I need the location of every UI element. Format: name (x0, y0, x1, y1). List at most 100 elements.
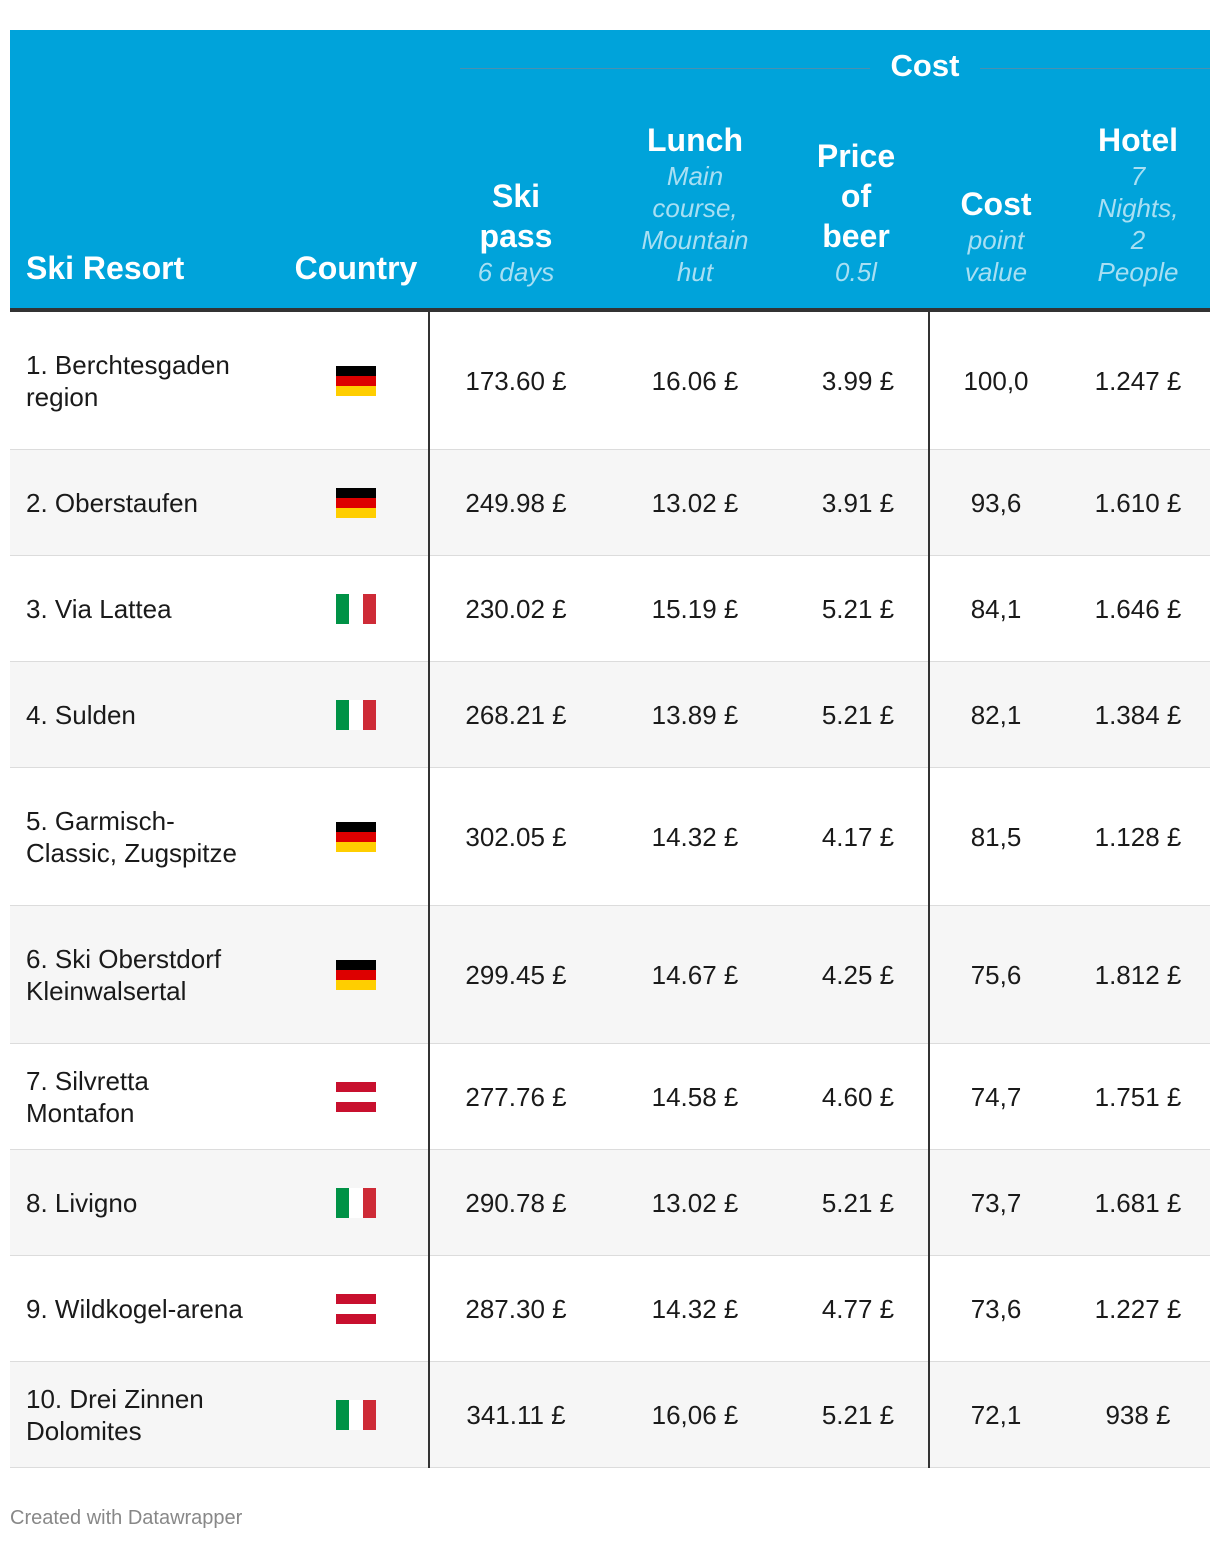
resort-cell-text: 7. Silvretta Montafon (26, 1065, 149, 1128)
table-row: 4. Sulden 268.21 £ 13.89 £ 5.21 £ 82,1 1.384 … (10, 662, 1210, 768)
country-cell (296, 450, 416, 555)
header-lunch-subtitle: Main course, Mountain hut (641, 161, 749, 287)
header-beer-title: Price of beer (816, 138, 896, 254)
ski-pass-cell-text: 277.76 £ (465, 1081, 567, 1112)
lunch-cell-text: 14.32 £ (651, 821, 739, 852)
beer-cell: 5.21 £ (788, 1150, 928, 1255)
lunch-cell: 13.02 £ (602, 450, 788, 555)
lunch-cell: 15.19 £ (602, 556, 788, 661)
hotel-cell: 1.681 £ (1080, 1150, 1196, 1255)
resort-cell: 1. Berchtesgaden region (26, 312, 256, 449)
table-body: 1. Berchtesgaden region 173.60 £ 16.06 £ 3.… (10, 312, 1210, 1468)
table-header: Cost Ski Resort Country Ski pass 6 days … (10, 30, 1210, 312)
ski-pass-cell: 287.30 £ (430, 1256, 602, 1361)
germany-flag-icon (336, 365, 376, 396)
beer-cell-text: 4.25 £ (821, 959, 895, 990)
ski-pass-cell-text: 341.11 £ (466, 1399, 566, 1430)
ski-pass-cell-text: 290.78 £ (465, 1187, 567, 1218)
points-cell-text: 73,7 (970, 1187, 1022, 1218)
lunch-cell: 14.32 £ (602, 768, 788, 905)
points-cell: 74,7 (930, 1044, 1062, 1149)
lunch-cell: 14.32 £ (602, 1256, 788, 1361)
hotel-cell-text: 1.751 £ (1094, 1081, 1182, 1112)
hotel-cell: 1.128 £ (1080, 768, 1196, 905)
ski-pass-cell-text: 230.02 £ (465, 593, 567, 624)
header-country-title: Country (294, 250, 418, 286)
table-row: 6. Ski Oberstdorf Kleinwalsertal 299.45 £… (10, 906, 1210, 1044)
header-lunch: Lunch Main course, Mountain hut (630, 120, 760, 288)
points-cell-text: 84,1 (970, 593, 1022, 624)
lunch-cell: 14.67 £ (602, 906, 788, 1043)
hotel-cell-text: 1.812 £ (1094, 959, 1182, 990)
ski-pass-cell-text: 268.21 £ (465, 699, 567, 730)
ski-pass-cell: 230.02 £ (430, 556, 602, 661)
beer-cell: 5.21 £ (788, 556, 928, 661)
germany-flag-icon (336, 821, 376, 852)
beer-cell: 3.91 £ (788, 450, 928, 555)
table-row: 5. Garmisch-Classic, Zugspitze 302.05 £ 14… (10, 768, 1210, 906)
header-country: Country (266, 248, 446, 288)
country-cell (296, 1256, 416, 1361)
points-cell-text: 72,1 (970, 1399, 1022, 1430)
ski-pass-cell-text: 173.60 £ (465, 365, 567, 396)
ski-pass-cell: 302.05 £ (430, 768, 602, 905)
italy-flag-icon (336, 1187, 376, 1218)
hotel-cell: 1.646 £ (1080, 556, 1196, 661)
points-cell-text: 75,6 (970, 959, 1022, 990)
ski-pass-cell: 249.98 £ (430, 450, 602, 555)
points-cell: 93,6 (930, 450, 1062, 555)
ski-pass-cell-text: 299.45 £ (465, 959, 567, 990)
points-cell: 100,0 (930, 312, 1062, 449)
table-row: 7. Silvretta Montafon 277.76 £ 14.58 £ 4.60… (10, 1044, 1210, 1150)
resort-cell: 2. Oberstaufen (26, 450, 256, 555)
table-row: 1. Berchtesgaden region 173.60 £ 16.06 £ 3.… (10, 312, 1210, 450)
header-hotel: Hotel 7 Nights, 2 People (1088, 120, 1188, 288)
column-divider-left (428, 312, 430, 1468)
beer-cell-text: 5.21 £ (821, 699, 895, 730)
table-row: 8. Livigno 290.78 £ 13.02 £ 5.21 £ 73,7 1.681… (10, 1150, 1210, 1256)
points-cell: 84,1 (930, 556, 1062, 661)
resort-cell: 5. Garmisch-Classic, Zugspitze (26, 768, 256, 905)
beer-cell: 4.77 £ (788, 1256, 928, 1361)
beer-cell: 3.99 £ (788, 312, 928, 449)
italy-flag-icon (336, 1399, 376, 1430)
ski-pass-cell-text: 287.30 £ (465, 1293, 567, 1324)
data-table: Cost Ski Resort Country Ski pass 6 days … (10, 30, 1210, 1468)
hotel-cell-text: 1.128 £ (1094, 821, 1182, 852)
resort-cell: 7. Silvretta Montafon (26, 1044, 256, 1149)
hotel-cell-text: 1.646 £ (1094, 593, 1182, 624)
points-cell-text: 93,6 (970, 487, 1022, 518)
header-ski-pass: Ski pass 6 days (456, 176, 576, 288)
resort-cell: 8. Livigno (26, 1150, 256, 1255)
beer-cell-text: 3.99 £ (821, 365, 895, 396)
beer-cell: 5.21 £ (788, 662, 928, 767)
beer-cell-text: 4.60 £ (821, 1081, 895, 1112)
points-cell: 72,1 (930, 1362, 1062, 1467)
resort-cell: 9. Wildkogel-arena (26, 1256, 256, 1361)
lunch-cell-text: 13.02 £ (651, 487, 739, 518)
hotel-cell-text: 1.610 £ (1094, 487, 1182, 518)
lunch-cell-text: 13.02 £ (651, 1187, 739, 1218)
header-hotel-subtitle: 7 Nights, 2 People (1097, 161, 1179, 287)
points-cell: 73,7 (930, 1150, 1062, 1255)
header-resort-title: Ski Resort (26, 250, 185, 286)
country-cell (296, 1150, 416, 1255)
points-cell-text: 74,7 (970, 1081, 1022, 1112)
resort-cell-text: 2. Oberstaufen (26, 487, 198, 518)
header-points-subtitle: point value (964, 225, 1028, 287)
lunch-cell: 14.58 £ (602, 1044, 788, 1149)
footer-credit: Created with Datawrapper (10, 1507, 243, 1529)
hotel-cell: 1.610 £ (1080, 450, 1196, 555)
points-cell-text: 82,1 (970, 699, 1022, 730)
lunch-cell-text: 13.89 £ (651, 699, 739, 730)
points-cell: 75,6 (930, 906, 1062, 1043)
table-row: 3. Via Lattea 230.02 £ 15.19 £ 5.21 £ 84,1 1.… (10, 556, 1210, 662)
hotel-cell: 1.227 £ (1080, 1256, 1196, 1361)
hotel-cell: 1.247 £ (1080, 312, 1196, 449)
beer-cell-text: 5.21 £ (821, 1187, 895, 1218)
header-points: Cost point value (946, 184, 1046, 288)
beer-cell-text: 4.17 £ (821, 821, 895, 852)
resort-cell-text: 9. Wildkogel-arena (26, 1293, 243, 1324)
resort-cell-text: 8. Livigno (26, 1187, 138, 1218)
austria-flag-icon (336, 1081, 376, 1112)
